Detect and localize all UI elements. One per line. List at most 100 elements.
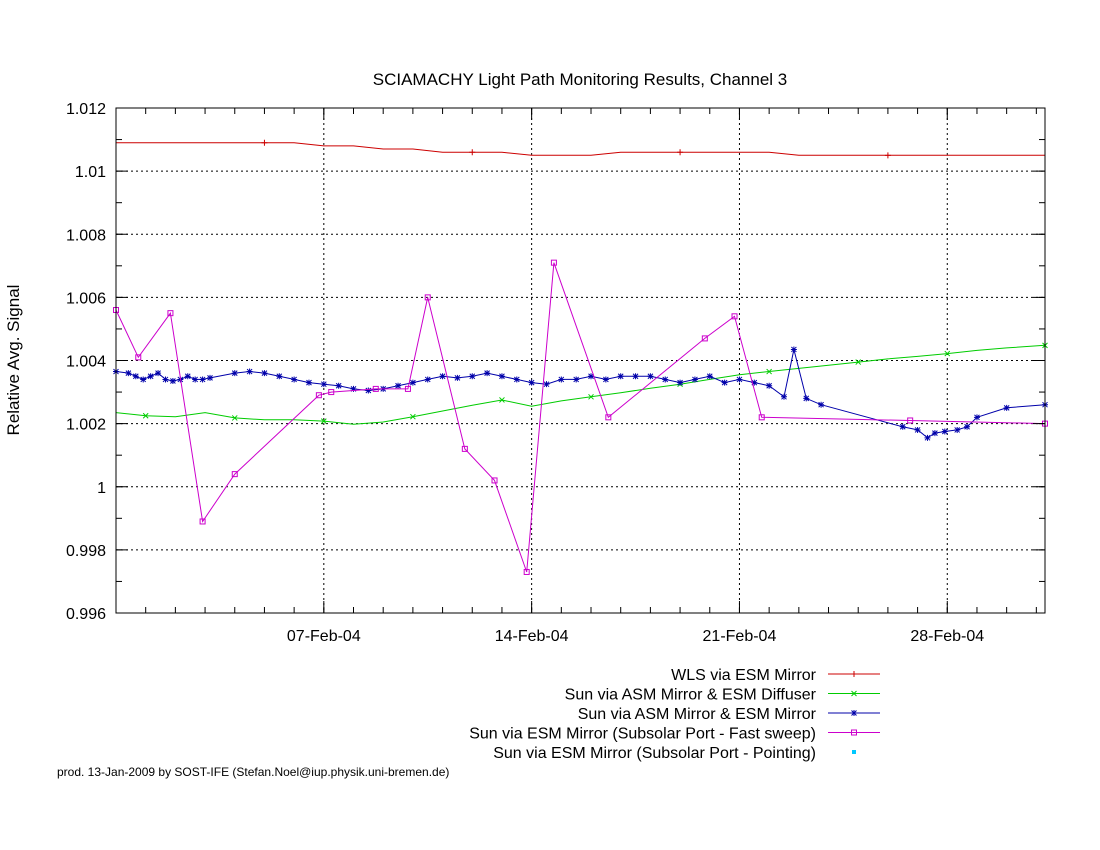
data-point bbox=[588, 373, 595, 380]
data-point bbox=[350, 385, 357, 392]
data-point bbox=[588, 393, 594, 400]
data-point bbox=[528, 379, 535, 386]
data-point bbox=[409, 379, 416, 386]
data-point bbox=[162, 376, 169, 383]
plot-frame bbox=[115, 107, 1046, 614]
data-point bbox=[199, 518, 206, 525]
data-point bbox=[335, 382, 342, 389]
data-point bbox=[372, 385, 379, 392]
data-point bbox=[261, 370, 268, 377]
data-point bbox=[404, 385, 411, 392]
legend-label: Sun via ASM Mirror & ESM Diffuser bbox=[565, 687, 817, 704]
data-point bbox=[701, 335, 708, 342]
data-point bbox=[706, 373, 713, 380]
data-point bbox=[758, 414, 765, 421]
data-point bbox=[142, 412, 149, 419]
y-axis: 0.996 0.998 1 1.002 1.004 1.006 1.008 1.01 1.012 bbox=[66, 101, 1045, 623]
data-point bbox=[855, 359, 862, 365]
data-point bbox=[328, 389, 335, 396]
series-4 bbox=[113, 259, 1048, 575]
data-point bbox=[884, 152, 891, 159]
series-line bbox=[115, 349, 1046, 439]
data-point bbox=[410, 413, 416, 420]
data-point bbox=[944, 350, 951, 357]
x-tick-label: 07-Feb-04 bbox=[287, 628, 361, 645]
data-point bbox=[231, 370, 238, 377]
legend-label: Sun via ASM Mirror & ESM Mirror bbox=[578, 706, 817, 723]
data-point bbox=[721, 379, 728, 386]
data-point bbox=[513, 376, 520, 383]
data-point bbox=[461, 445, 468, 452]
data-point bbox=[365, 387, 372, 394]
data-point bbox=[558, 376, 565, 383]
data-point bbox=[677, 379, 684, 386]
legend-label: Sun via ESM Mirror (Subsolar Port - Fast… bbox=[469, 726, 816, 743]
data-point bbox=[899, 423, 906, 430]
data-point bbox=[677, 149, 684, 156]
data-point bbox=[184, 373, 191, 380]
x-axis: 07-Feb-04 14-Feb-04 21-Feb-04 28-Feb-04 bbox=[145, 108, 1037, 645]
data-point bbox=[780, 393, 787, 400]
data-point bbox=[851, 710, 857, 716]
legend-label: WLS via ESM Mirror bbox=[671, 667, 817, 684]
data-point bbox=[207, 374, 214, 381]
data-point bbox=[851, 671, 857, 677]
data-point bbox=[424, 376, 431, 383]
data-point bbox=[766, 368, 772, 375]
data-point bbox=[818, 401, 825, 408]
data-point bbox=[155, 370, 162, 377]
series-3 bbox=[113, 346, 1048, 441]
data-point bbox=[736, 376, 743, 383]
data-point bbox=[276, 373, 283, 380]
data-point bbox=[125, 370, 132, 377]
legend-label: Sun via ESM Mirror (Subsolar Port - Poin… bbox=[493, 745, 816, 762]
y-tick-label: 0.996 bbox=[66, 606, 106, 623]
y-axis-label: Relative Avg. Signal bbox=[4, 285, 23, 436]
data-point bbox=[135, 354, 142, 361]
series-line bbox=[116, 142, 1045, 156]
data-point bbox=[851, 729, 857, 736]
y-tick-label: 1.012 bbox=[66, 101, 106, 118]
data-point bbox=[315, 392, 322, 399]
data-point bbox=[907, 417, 914, 424]
data-point bbox=[954, 426, 961, 433]
data-point bbox=[573, 376, 580, 383]
data-point bbox=[523, 568, 530, 575]
data-point bbox=[852, 750, 856, 754]
data-point bbox=[941, 428, 948, 435]
y-tick-label: 1.004 bbox=[66, 354, 106, 371]
data-point bbox=[851, 690, 857, 697]
data-point bbox=[766, 382, 773, 389]
data-point bbox=[167, 310, 174, 317]
series-line bbox=[115, 344, 1046, 425]
data-point bbox=[305, 379, 312, 386]
data-point bbox=[1003, 404, 1010, 411]
y-tick-label: 1.01 bbox=[75, 164, 106, 181]
series-line bbox=[115, 262, 1046, 573]
grid bbox=[116, 108, 1045, 613]
data-point bbox=[647, 373, 654, 380]
data-point bbox=[320, 418, 327, 424]
data-point bbox=[550, 259, 557, 266]
data-point bbox=[803, 395, 810, 402]
data-point bbox=[439, 373, 446, 380]
data-point bbox=[499, 397, 505, 403]
data-point bbox=[602, 376, 609, 383]
legend: WLS via ESM Mirror Sun via ASM Mirror & E… bbox=[469, 667, 880, 762]
chart-title: SCIAMACHY Light Path Monitoring Results,… bbox=[373, 70, 788, 89]
y-tick-label: 1 bbox=[97, 480, 106, 497]
data-point bbox=[246, 368, 253, 375]
y-tick-label: 0.998 bbox=[66, 543, 106, 560]
data-point bbox=[320, 381, 327, 388]
y-tick-label: 1.008 bbox=[66, 227, 106, 244]
data-point bbox=[632, 373, 639, 380]
series-layer bbox=[113, 139, 1048, 575]
data-point bbox=[914, 426, 921, 433]
data-point bbox=[691, 376, 698, 383]
data-point bbox=[662, 376, 669, 383]
data-point bbox=[605, 414, 612, 421]
data-point bbox=[491, 477, 498, 484]
data-point bbox=[617, 373, 624, 380]
data-point bbox=[199, 376, 206, 383]
data-point bbox=[543, 381, 550, 388]
